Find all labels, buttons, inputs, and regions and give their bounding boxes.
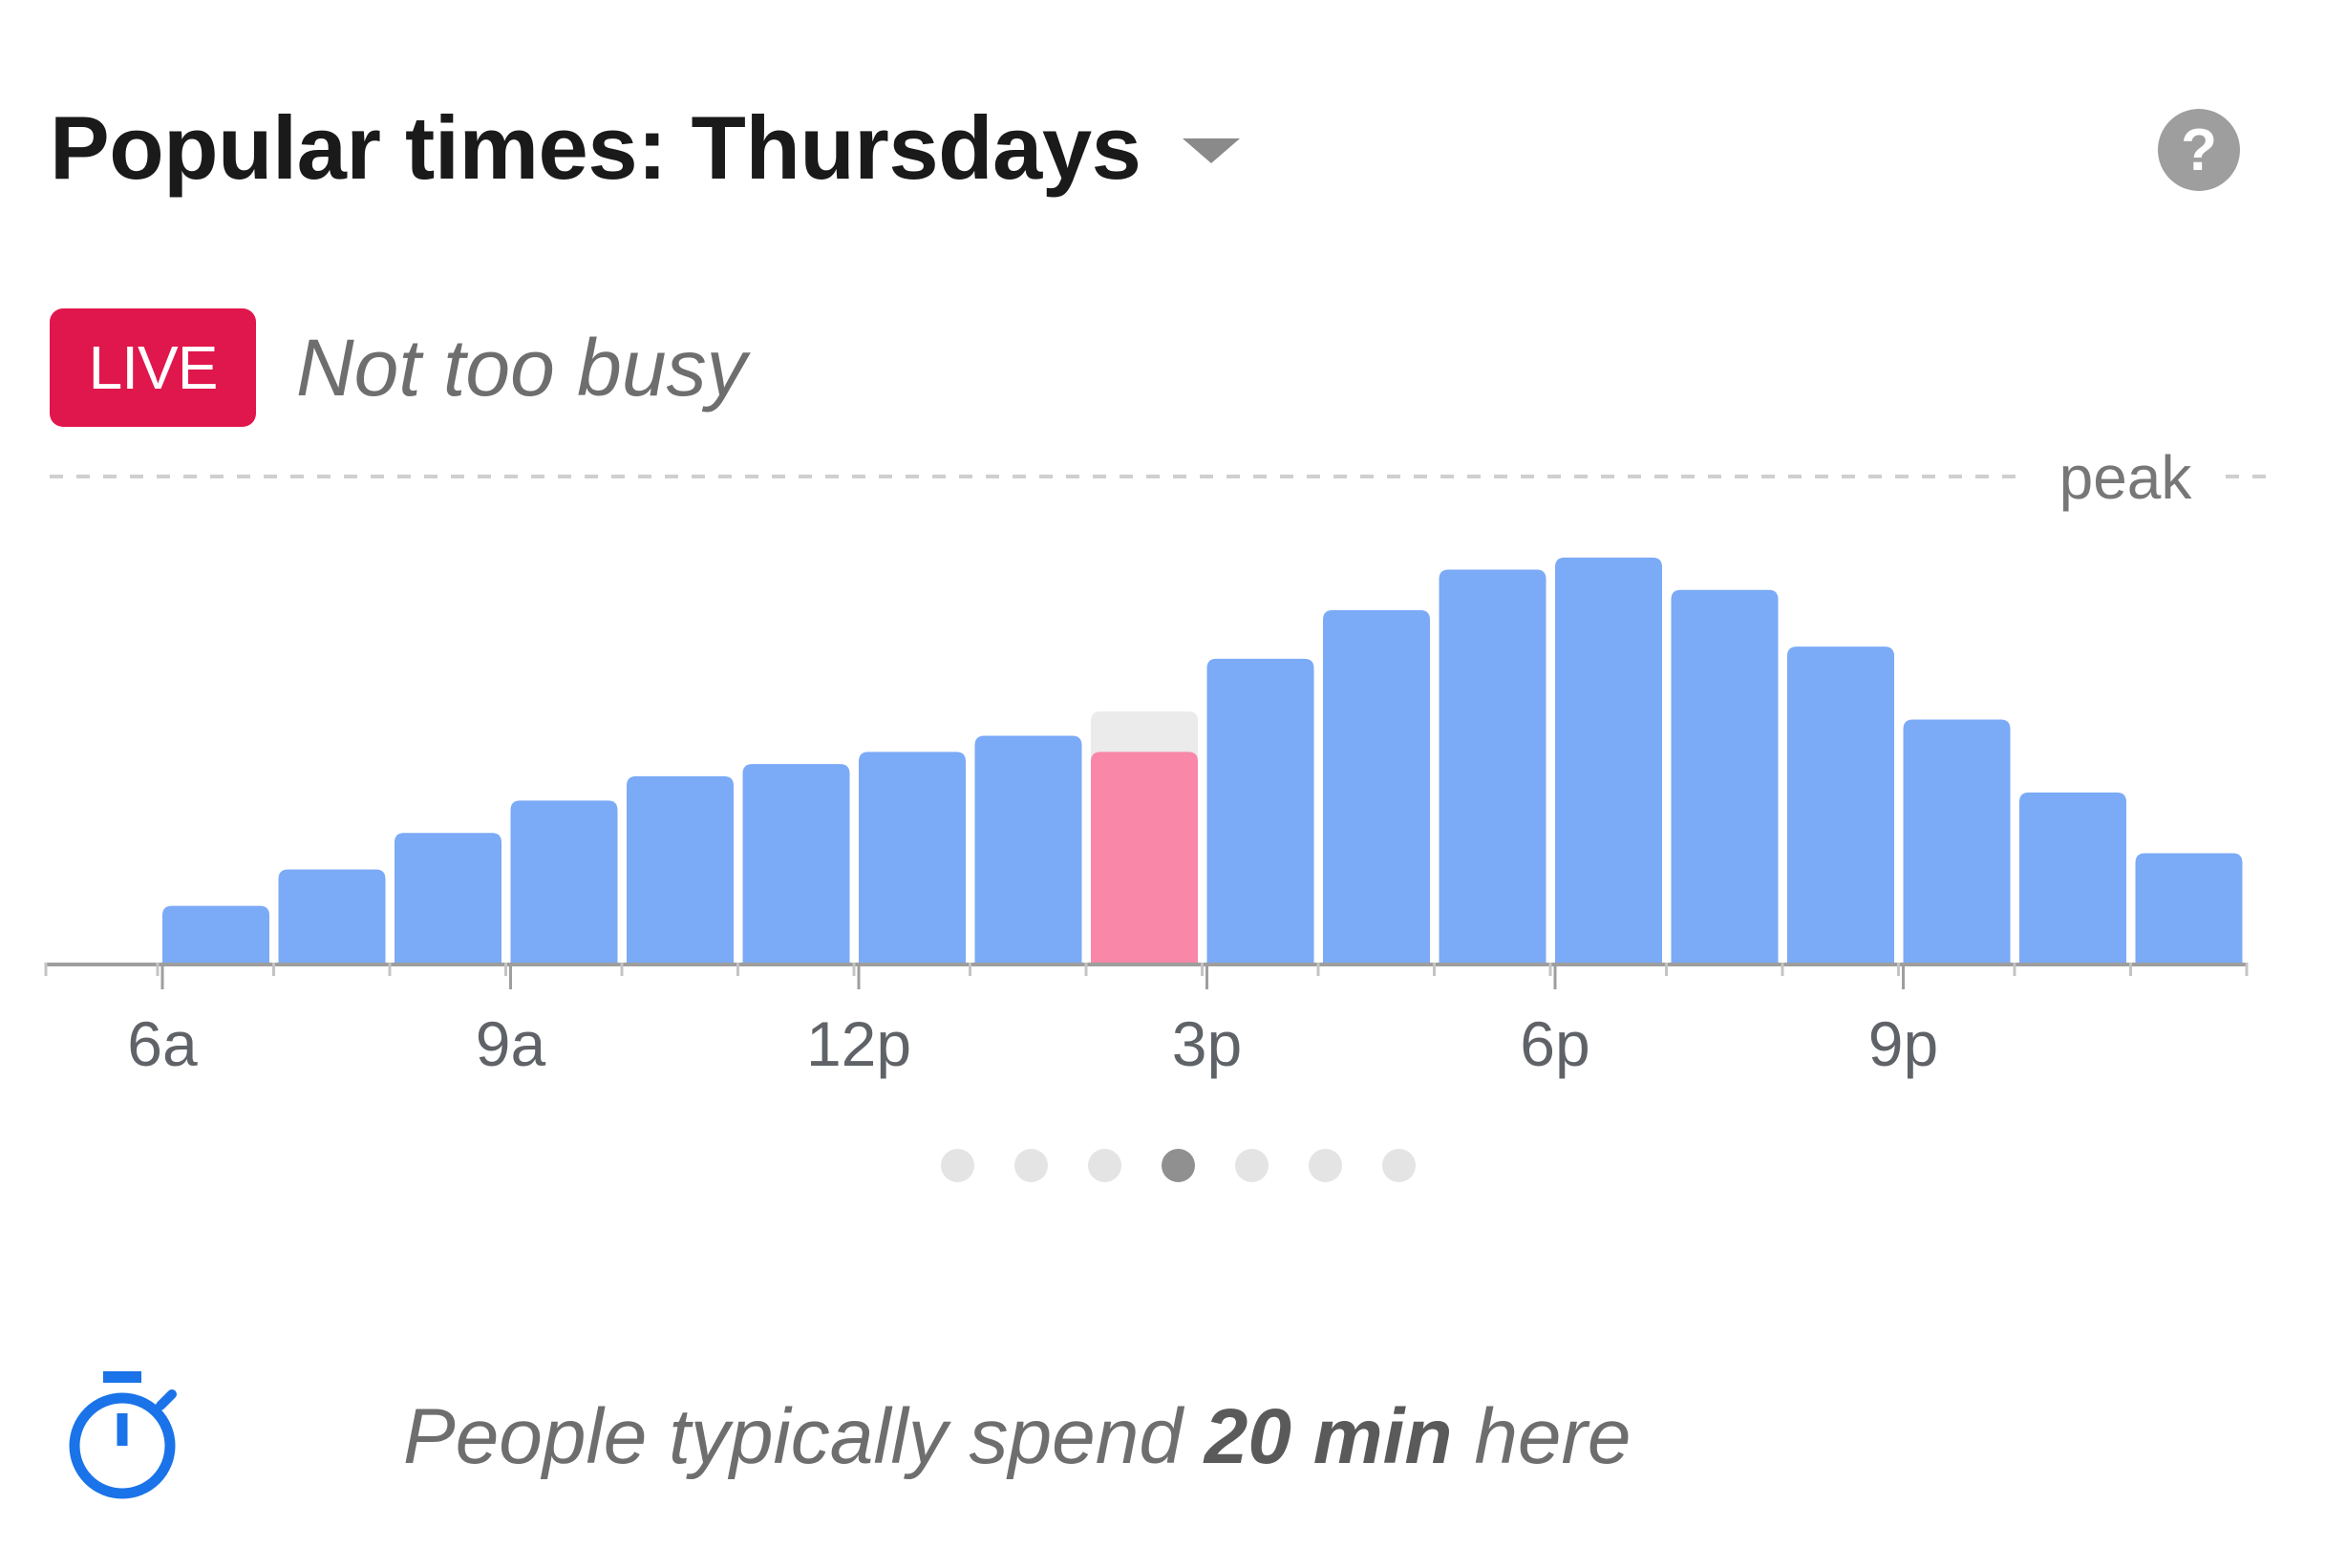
hour-bar[interactable] <box>1206 658 1314 963</box>
x-axis-tick-label: 6p <box>1520 1008 1589 1079</box>
peak-label: peak <box>2059 443 2193 512</box>
hour-bar[interactable] <box>1787 646 1894 963</box>
hour-bar[interactable] <box>1555 557 1662 963</box>
hour-bar[interactable] <box>974 735 1082 963</box>
popular-times-header: Popular times: Thursdays <box>50 91 1241 205</box>
svg-text:?: ? <box>2181 117 2217 183</box>
popular-times-chart: peak 6a 9a 12p 3p 6p 9p <box>44 443 2273 1079</box>
pagination-dot[interactable] <box>1235 1149 1269 1182</box>
hour-bar[interactable] <box>395 833 501 963</box>
visit-duration-prefix: People typically spend <box>403 1393 1205 1480</box>
pagination-dot[interactable] <box>1088 1149 1121 1182</box>
hour-bar[interactable] <box>1439 569 1546 963</box>
visit-duration-value: 20 min <box>1204 1393 1453 1480</box>
pagination-dot[interactable] <box>941 1149 974 1182</box>
live-badge: LIVE <box>50 308 256 427</box>
hour-bar[interactable] <box>2019 792 2126 963</box>
day-dropdown[interactable]: Popular times: Thursdays <box>50 96 1241 200</box>
pagination-dot[interactable] <box>1382 1149 1416 1182</box>
hour-bar[interactable] <box>510 800 618 963</box>
x-axis-tick-label: 9p <box>1868 1008 1938 1079</box>
hour-bar[interactable] <box>627 775 734 963</box>
hour-bar[interactable] <box>2135 853 2243 963</box>
current-hour-bar[interactable] <box>1091 752 1198 963</box>
x-axis-tick-label: 3p <box>1172 1008 1242 1079</box>
live-status-row: LIVE Not too busy <box>50 308 747 427</box>
hour-bar[interactable] <box>742 764 850 963</box>
visit-duration-text: People typically spend 20 min here <box>403 1392 1631 1482</box>
visit-duration-suffix: here <box>1452 1393 1632 1480</box>
hour-bar[interactable] <box>1903 719 2011 964</box>
popular-times-title: Popular times: Thursdays <box>50 97 1141 198</box>
x-axis-tick-label: 6a <box>127 1008 198 1079</box>
x-axis-tick-label: 12p <box>806 1008 911 1079</box>
visit-duration: People typically spend 20 min here <box>61 1366 1631 1509</box>
help-icon[interactable]: ? <box>2156 107 2242 193</box>
live-status-text: Not too busy <box>296 322 747 413</box>
hour-bar[interactable] <box>162 905 269 963</box>
hour-bar[interactable] <box>859 752 966 963</box>
chevron-down-icon <box>1183 138 1241 163</box>
hour-bar[interactable] <box>278 869 386 963</box>
hour-bar[interactable] <box>1671 589 1779 963</box>
day-pagination <box>941 1149 1416 1182</box>
pagination-dot[interactable] <box>1014 1149 1048 1182</box>
timer-icon <box>69 1371 177 1499</box>
pagination-dot[interactable] <box>1309 1149 1342 1182</box>
x-axis-tick-label: 9a <box>476 1008 546 1079</box>
pagination-dot-active[interactable] <box>1162 1149 1195 1182</box>
hour-bar[interactable] <box>1323 609 1430 963</box>
